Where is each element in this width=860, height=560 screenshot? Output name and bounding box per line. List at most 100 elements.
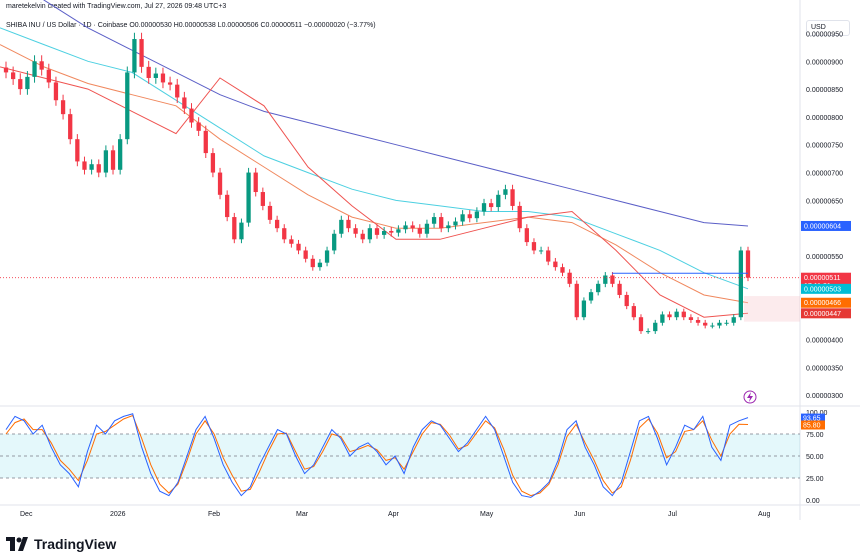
candle-body [531, 242, 537, 251]
candle-body [3, 67, 9, 73]
candle-body [246, 172, 251, 223]
candle-body [253, 172, 258, 193]
candle-body [510, 189, 515, 206]
moving-average-line [0, 44, 749, 304]
candle-body [189, 108, 194, 123]
candle-body [460, 214, 465, 222]
price-badge [801, 220, 851, 231]
y-tick-label: 0.00000900 [806, 59, 843, 66]
candle-body [239, 222, 244, 240]
candle-body [653, 322, 658, 332]
x-tick-label: 2026 [110, 511, 126, 518]
candle-body [417, 228, 422, 234]
candle-body [68, 114, 73, 140]
stochastic-badge [801, 420, 825, 430]
brand-footer: TradingView [6, 534, 116, 554]
stochastic-badge-label: 85.80 [803, 422, 821, 429]
y-tick-label: 0.00000400 [806, 337, 843, 344]
candle-body [353, 228, 358, 234]
candle-body [303, 250, 308, 259]
candle-body [745, 250, 751, 278]
brand-name: TradingView [34, 536, 117, 552]
x-tick-label: May [480, 511, 494, 518]
candle-body [524, 228, 529, 243]
candle-body [32, 61, 37, 77]
candle-body [738, 250, 744, 318]
candle-body [624, 294, 629, 307]
candle-body [645, 331, 651, 333]
candle-body [260, 192, 265, 206]
y-tick-label: 0.00000550 [806, 254, 843, 261]
candle-body [603, 275, 608, 284]
candle-body [267, 205, 273, 220]
candle-body [217, 172, 223, 195]
candle-body [581, 300, 587, 318]
moving-average-line [0, 66, 749, 318]
stochastic-level-label: 100.00 [806, 410, 828, 417]
candle-body [146, 66, 151, 78]
candle-body [60, 100, 66, 115]
candle-body [717, 322, 722, 326]
ohlc-values: O0.00000530 H0.00000538 L0.00000506 C0.0… [129, 22, 376, 29]
candle-body [638, 317, 644, 332]
chart-attribution: maretekelvin created with TradingView.co… [6, 3, 227, 10]
candle-body [75, 139, 80, 162]
candle-body [374, 228, 380, 235]
y-tick-label: 0.00000650 [806, 198, 843, 205]
candle-body [82, 161, 87, 170]
candle-body [110, 150, 116, 170]
price-badge [801, 283, 851, 294]
x-tick-label: Jun [574, 511, 585, 518]
price-badge-label: 0.00000466 [804, 300, 841, 307]
candle-body [360, 233, 365, 240]
candle-body [39, 61, 44, 70]
candle-body [703, 322, 708, 326]
y-tick-label: 0.00000300 [806, 393, 843, 400]
candle-body [310, 258, 315, 268]
candle-body [517, 205, 522, 229]
price-badge-label: 0.00000604 [804, 223, 841, 230]
stochastic-badge-label: 93.65 [803, 416, 821, 423]
candle-body [10, 72, 16, 80]
currency-selector[interactable]: USD [806, 20, 850, 36]
candle-body [667, 314, 672, 318]
candle-body [546, 250, 551, 262]
moving-average-line [0, 27, 749, 290]
candle-body [574, 283, 579, 318]
stochastic-level-label: 0.00 [806, 498, 820, 505]
candle-body [175, 84, 180, 98]
x-tick-label: Feb [208, 511, 220, 518]
candle-body [167, 82, 173, 85]
candle-body [225, 194, 230, 218]
candle-body [424, 223, 430, 234]
stochastic-level-label: 50.00 [806, 454, 824, 461]
candle-body [182, 97, 187, 109]
candle-body [660, 314, 665, 323]
symbol-legend[interactable]: SHIBA INU / US Dollar · 1D · Coinbase O0… [6, 22, 376, 29]
y-tick-label: 0.00000800 [806, 115, 843, 122]
stochastic-k-line [5, 413, 749, 498]
candle-body [18, 79, 23, 90]
y-tick-label: 0.00000950 [806, 31, 843, 38]
x-tick-label: Dec [20, 511, 33, 518]
candle-body [431, 217, 437, 224]
candle-body [317, 262, 323, 268]
tradingview-logo-icon [6, 537, 28, 551]
moving-average-line [43, 0, 749, 227]
candle-body [367, 228, 373, 240]
price-badge-label: 0.00000511 [804, 275, 841, 282]
candle-body [139, 39, 144, 67]
measure-range-box [744, 296, 800, 322]
candle-body [631, 306, 636, 318]
candle-body [96, 164, 101, 173]
candle-body [588, 292, 594, 301]
candle-body [118, 139, 123, 170]
y-tick-label: 0.00000750 [806, 143, 843, 150]
candle-body [567, 272, 572, 284]
x-tick-label: Aug [758, 511, 771, 518]
candle-body [681, 311, 686, 318]
price-badge-label: 0.00000503 [804, 286, 841, 293]
candle-body [439, 217, 444, 229]
candle-body [396, 229, 401, 233]
